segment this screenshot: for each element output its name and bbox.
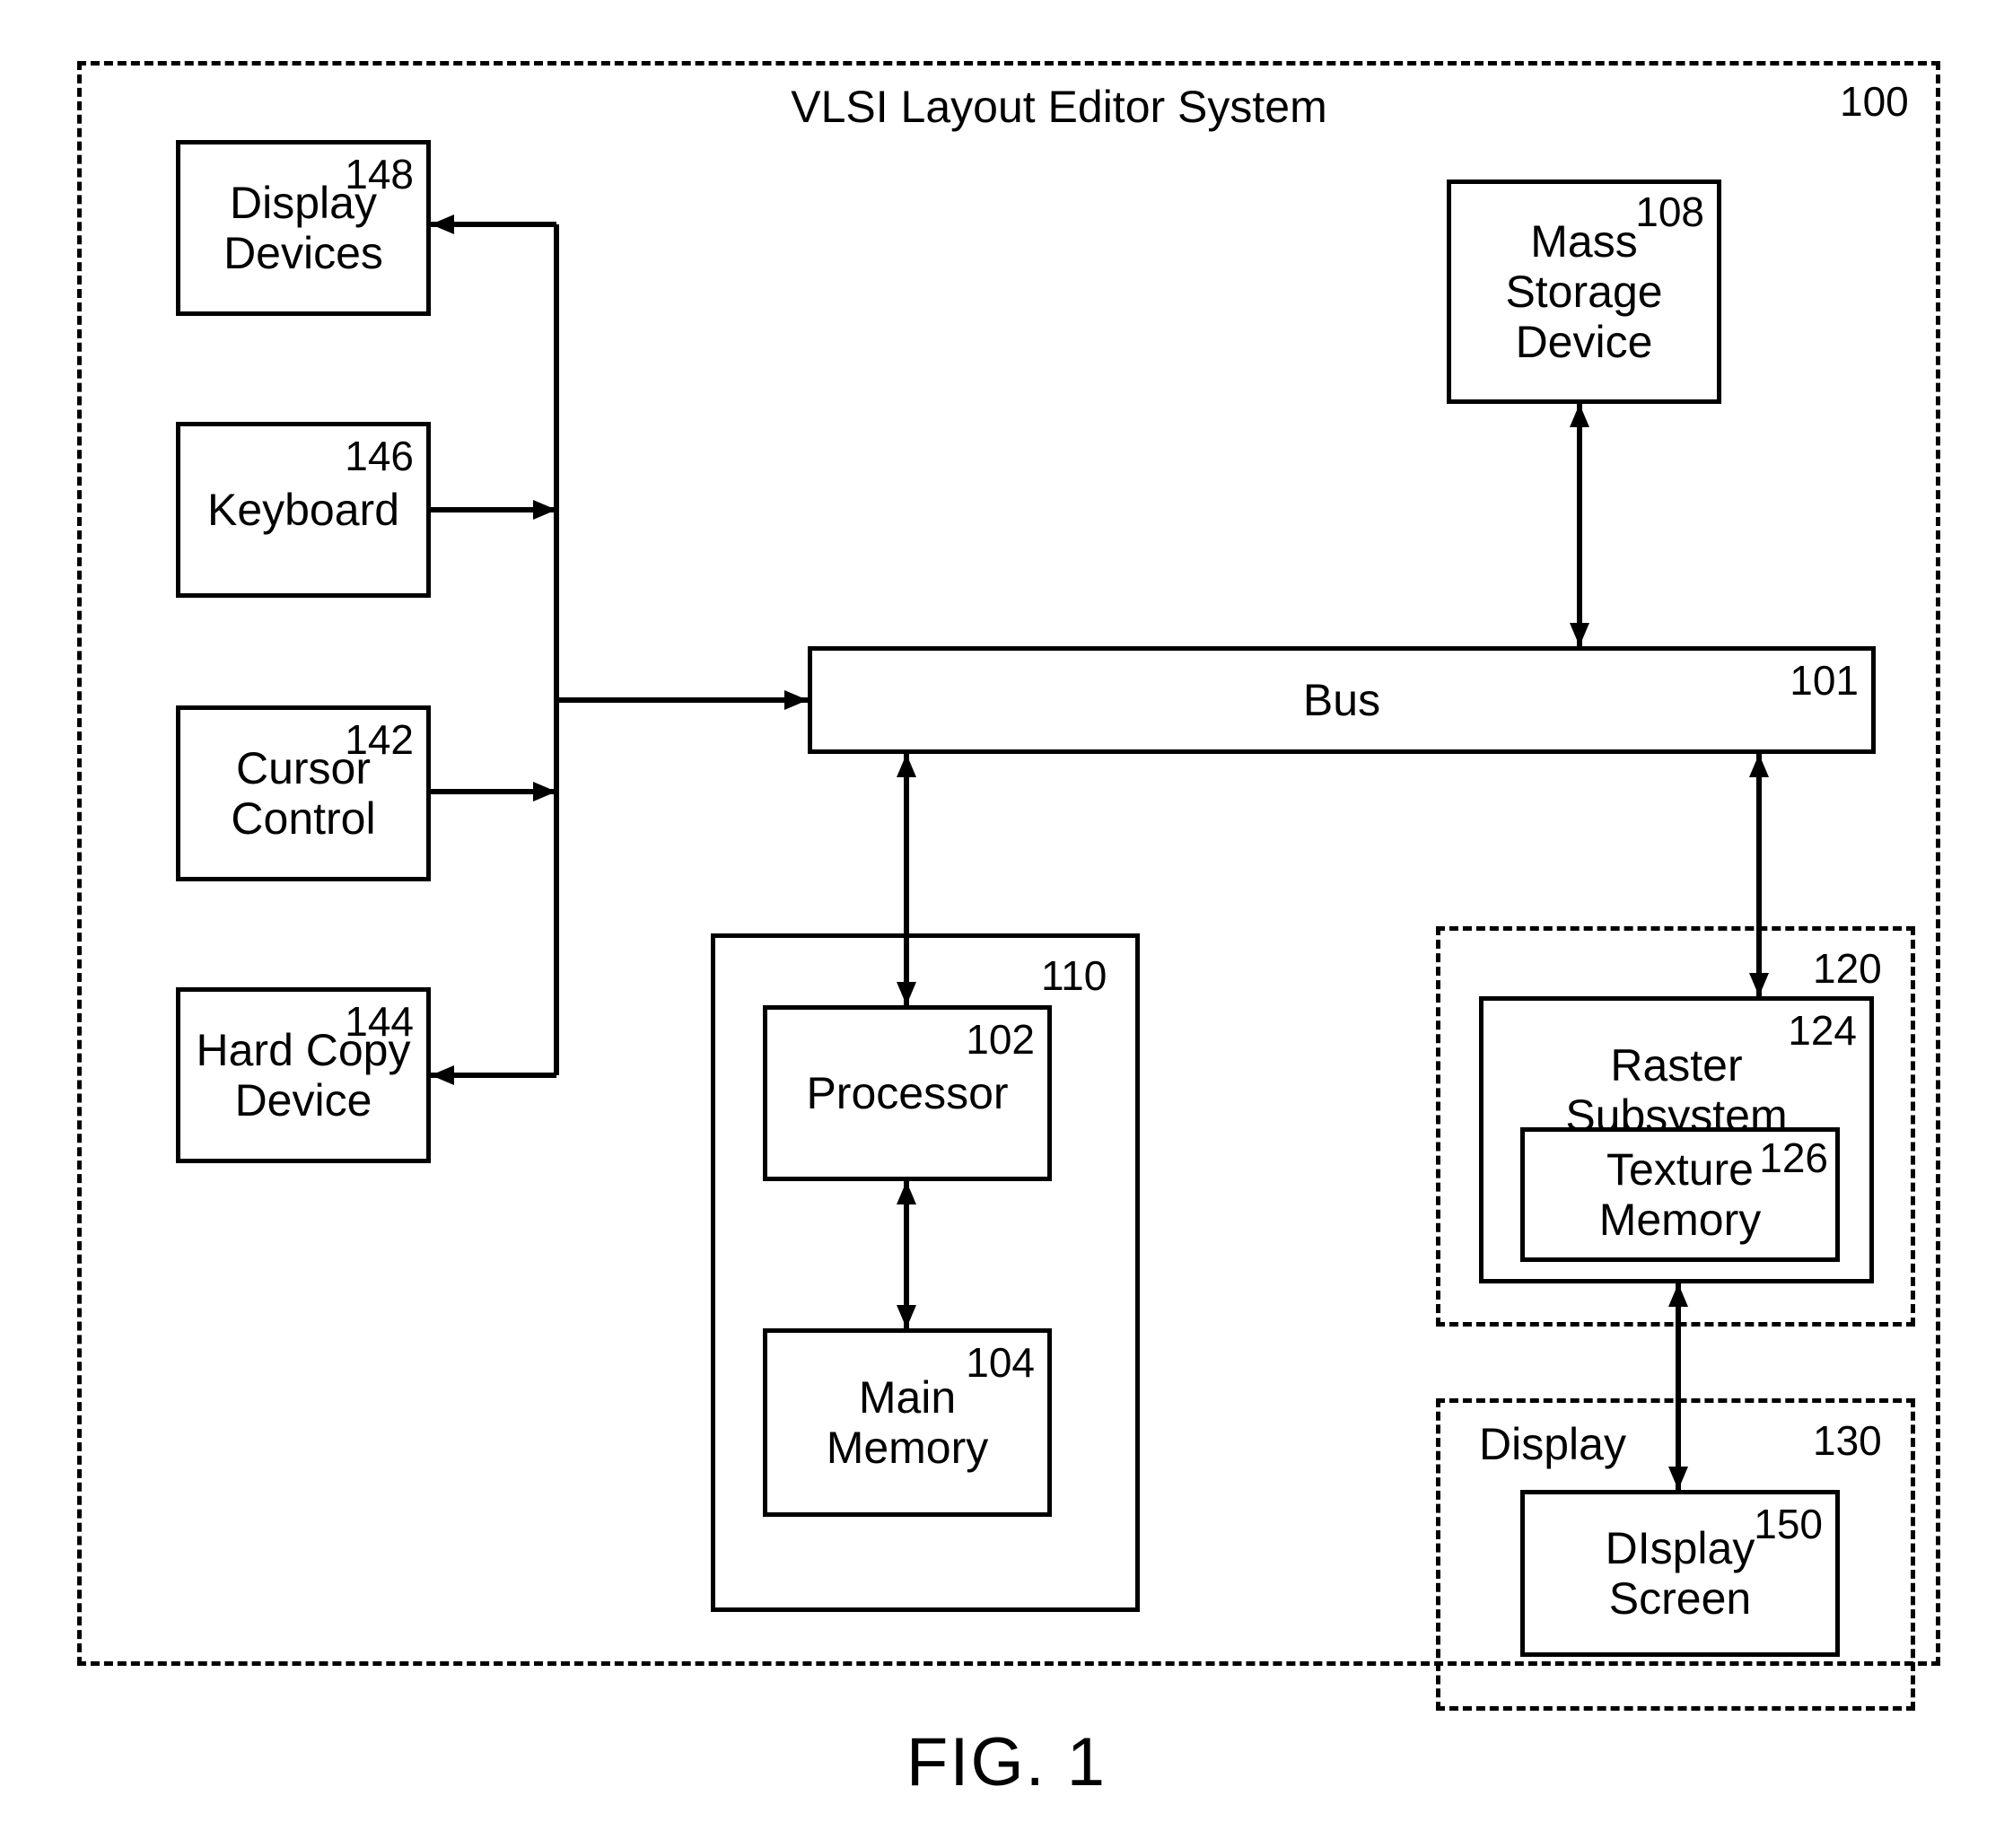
label-main_memory: MainMemory: [767, 1372, 1047, 1473]
ref-main_memory: 104: [966, 1338, 1035, 1387]
node-main_memory: MainMemory104: [763, 1328, 1052, 1517]
ref-mass_storage: 108: [1635, 188, 1704, 236]
figure-caption: FIG. 1: [0, 1723, 2013, 1801]
label-bus: Bus: [812, 675, 1871, 725]
ref-display_devices: 148: [345, 150, 414, 198]
node-cursor_control: CursorControl142: [176, 705, 431, 881]
node-display_screen: DIsplayScreen150: [1520, 1490, 1840, 1657]
node-bus: Bus101: [808, 646, 1876, 754]
label-disp_grp: Display: [1479, 1418, 1659, 1470]
ref-gpu_grp: 120: [1813, 944, 1882, 993]
node-mass_storage: MassStorageDevice108: [1447, 180, 1721, 404]
ref-cpu_grp: 110: [1041, 951, 1107, 1000]
ref-bus: 101: [1790, 656, 1859, 705]
diagram-stage: 100 VLSI Layout Editor System 110 120 130 Dis…: [0, 0, 2013, 1848]
node-display_devices: DisplayDevices148: [176, 140, 431, 316]
ref-keyboard: 146: [345, 432, 414, 480]
ref-hard_copy: 144: [345, 997, 414, 1046]
label-keyboard: Keyboard: [180, 485, 426, 535]
node-texture: TextureMemory126: [1520, 1127, 1840, 1262]
ref-processor: 102: [966, 1015, 1035, 1064]
label-processor: Processor: [767, 1068, 1047, 1118]
ref-disp_grp: 130: [1813, 1416, 1882, 1465]
node-keyboard: Keyboard 146: [176, 422, 431, 598]
node-processor: Processor102: [763, 1005, 1052, 1181]
node-hard_copy: Hard CopyDevice144: [176, 987, 431, 1163]
ref-display_screen: 150: [1754, 1500, 1823, 1548]
ref-raster: 124: [1788, 1006, 1857, 1055]
ref-cursor_control: 142: [345, 715, 414, 764]
label-mass_storage: MassStorageDevice: [1451, 216, 1717, 367]
ref-system: 100: [1840, 77, 1909, 126]
label-system: VLSI Layout Editor System: [745, 81, 1373, 133]
ref-texture: 126: [1759, 1134, 1828, 1182]
